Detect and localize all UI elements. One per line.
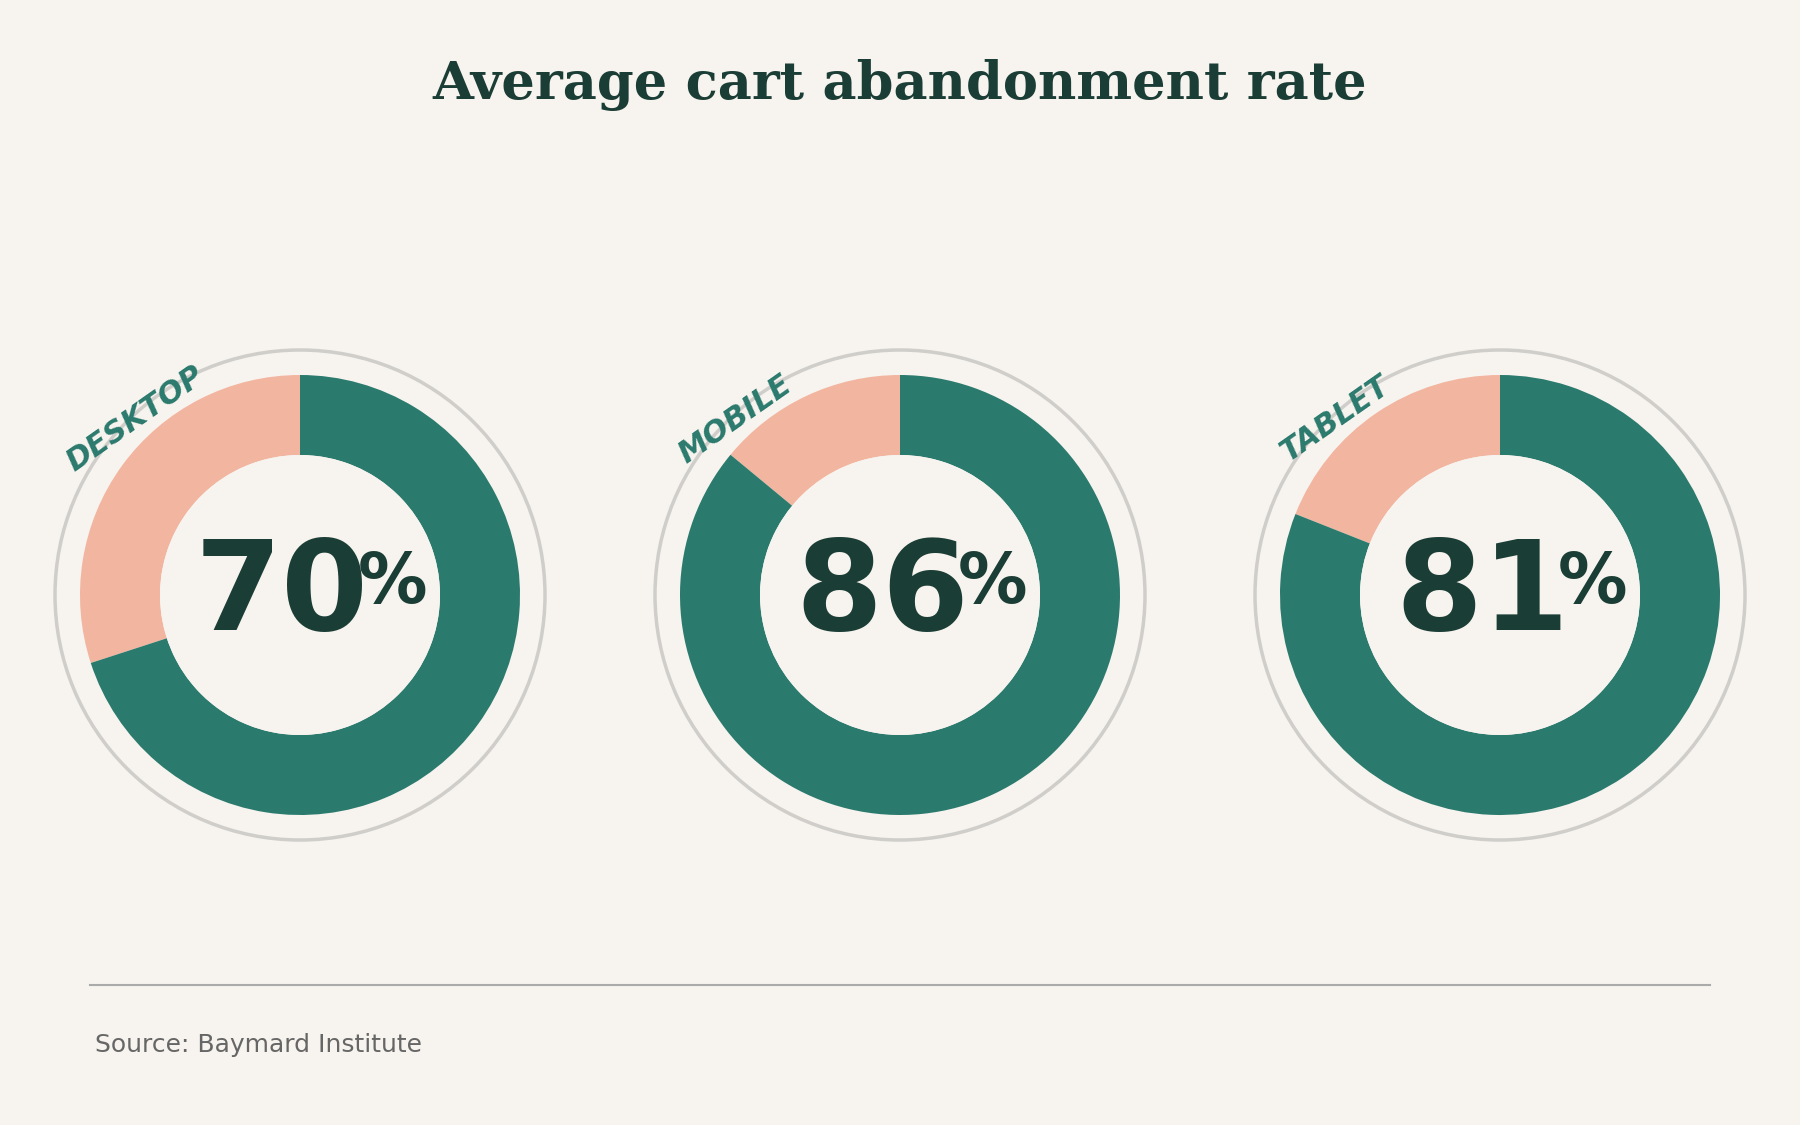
Wedge shape (731, 375, 900, 506)
Text: Source: Baymard Institute: Source: Baymard Institute (95, 1033, 421, 1058)
Text: TABLET: TABLET (1274, 371, 1395, 467)
Text: Average cart abandonment rate: Average cart abandonment rate (432, 58, 1368, 111)
Wedge shape (1280, 375, 1721, 814)
Text: DESKTOP: DESKTOP (61, 361, 209, 477)
Text: 86: 86 (796, 534, 968, 656)
Wedge shape (1296, 375, 1499, 543)
Text: %: % (358, 549, 428, 616)
Text: 70: 70 (194, 534, 369, 656)
Wedge shape (79, 375, 301, 663)
Circle shape (1361, 455, 1640, 735)
Text: MOBILE: MOBILE (673, 369, 797, 468)
Text: %: % (958, 549, 1028, 616)
Circle shape (760, 455, 1040, 735)
Wedge shape (680, 375, 1120, 814)
Text: 81: 81 (1395, 534, 1570, 656)
Text: %: % (1559, 549, 1627, 616)
Wedge shape (90, 375, 520, 814)
Circle shape (160, 455, 439, 735)
